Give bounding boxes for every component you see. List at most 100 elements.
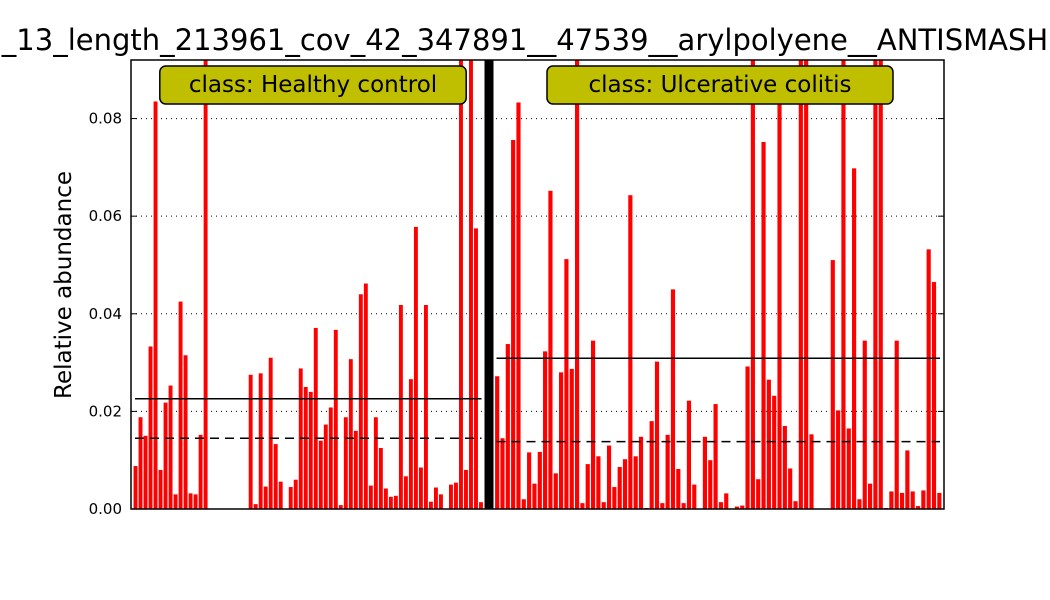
class-label: class: Ulcerative colitis bbox=[588, 72, 851, 98]
bar bbox=[343, 417, 348, 509]
bar bbox=[628, 195, 633, 509]
bar bbox=[459, 60, 463, 509]
bar bbox=[724, 493, 729, 509]
bar bbox=[388, 496, 393, 509]
bar bbox=[548, 190, 553, 509]
bar bbox=[676, 468, 681, 509]
y-tick-label: 0.02 bbox=[89, 402, 122, 420]
bar bbox=[418, 467, 423, 509]
bar bbox=[713, 404, 718, 509]
class-label: class: Healthy control bbox=[189, 72, 437, 98]
bar bbox=[293, 479, 298, 509]
bar bbox=[308, 391, 313, 509]
bar bbox=[479, 502, 483, 509]
bar bbox=[734, 506, 739, 509]
bar bbox=[665, 434, 670, 509]
bar bbox=[449, 484, 453, 509]
bar bbox=[253, 504, 258, 509]
bar bbox=[612, 487, 617, 509]
bar bbox=[433, 487, 438, 509]
bar bbox=[756, 479, 761, 509]
bar bbox=[862, 340, 867, 509]
bar bbox=[318, 440, 323, 509]
bar bbox=[178, 301, 183, 509]
bar bbox=[398, 305, 403, 509]
bar bbox=[745, 366, 750, 509]
bar bbox=[133, 466, 138, 509]
bar bbox=[348, 359, 353, 509]
bar bbox=[905, 450, 910, 509]
bar bbox=[889, 491, 894, 509]
bar bbox=[464, 469, 468, 509]
bar bbox=[338, 505, 343, 509]
bar bbox=[203, 60, 208, 509]
bar bbox=[761, 141, 766, 509]
bar bbox=[153, 101, 158, 509]
bar bbox=[873, 60, 878, 509]
bar bbox=[564, 259, 569, 509]
bar bbox=[841, 60, 846, 509]
bar bbox=[543, 351, 548, 509]
bar bbox=[670, 289, 676, 509]
bar bbox=[368, 485, 373, 509]
bar bbox=[617, 467, 622, 509]
bar bbox=[798, 60, 803, 509]
bar bbox=[910, 491, 915, 509]
bar bbox=[606, 445, 612, 509]
bar bbox=[772, 395, 777, 509]
y-axis-label: Relative abundance bbox=[51, 171, 77, 399]
bar bbox=[413, 226, 418, 509]
bar bbox=[740, 505, 745, 509]
bar bbox=[393, 495, 398, 509]
bar bbox=[836, 410, 841, 509]
bar bbox=[686, 400, 692, 509]
bar bbox=[454, 482, 458, 509]
bar bbox=[313, 327, 318, 509]
bar bbox=[569, 368, 574, 509]
bar bbox=[469, 60, 473, 509]
bar bbox=[500, 438, 505, 509]
bar bbox=[303, 386, 308, 509]
class-label-box bbox=[546, 65, 894, 105]
bar bbox=[633, 456, 638, 509]
bar bbox=[708, 460, 713, 509]
bar bbox=[692, 484, 697, 509]
bar bbox=[328, 407, 333, 509]
bar bbox=[278, 481, 283, 509]
bar bbox=[809, 434, 814, 509]
bar bbox=[263, 486, 268, 509]
bar bbox=[601, 502, 606, 509]
bar bbox=[660, 503, 665, 509]
bar bbox=[258, 373, 263, 509]
bar bbox=[163, 402, 168, 509]
bar bbox=[622, 459, 628, 509]
bar bbox=[408, 379, 413, 509]
bar bbox=[521, 499, 526, 509]
bar bbox=[649, 421, 654, 509]
bar bbox=[777, 81, 782, 509]
bar bbox=[537, 451, 542, 509]
bar bbox=[852, 168, 857, 509]
bar bbox=[383, 488, 388, 509]
bar bbox=[750, 60, 755, 509]
bar bbox=[193, 494, 198, 509]
bar bbox=[527, 452, 532, 509]
bar bbox=[857, 499, 862, 509]
bar bbox=[766, 379, 771, 509]
bar bbox=[590, 340, 596, 509]
bar bbox=[373, 417, 378, 509]
bar bbox=[702, 436, 708, 509]
bar bbox=[363, 283, 368, 509]
bar bbox=[921, 490, 926, 509]
bar bbox=[804, 60, 809, 509]
bar bbox=[559, 372, 564, 509]
bar bbox=[575, 60, 580, 509]
y-tick-label: 0.06 bbox=[89, 207, 122, 225]
bar bbox=[198, 434, 203, 509]
bar bbox=[868, 483, 873, 509]
bar bbox=[511, 140, 516, 509]
bar bbox=[143, 435, 148, 509]
group-separator bbox=[484, 60, 494, 509]
y-tick-label: 0.00 bbox=[89, 500, 122, 518]
bar bbox=[931, 282, 937, 509]
